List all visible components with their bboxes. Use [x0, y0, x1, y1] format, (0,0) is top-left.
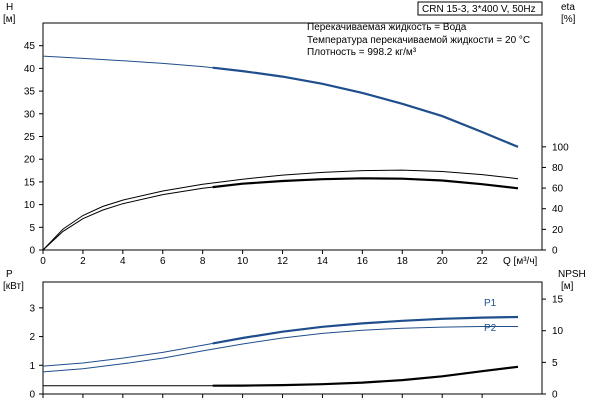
bottom-y-right-tick-label: 0 — [552, 390, 558, 400]
x-axis-label: Q [м³/ч] — [503, 256, 538, 267]
top-y-left-tick-label: 25 — [24, 132, 36, 143]
x-tick-label: 18 — [397, 256, 409, 267]
p2-line — [42, 326, 518, 373]
top-y-left-tick-label: 30 — [24, 109, 36, 120]
bottom-y-left-tick-label: 2 — [29, 332, 35, 343]
top-y-left-tick-label: 40 — [24, 64, 36, 75]
x-tick-label: 22 — [477, 256, 489, 267]
top-series-0-line-operating — [212, 66, 519, 148]
p1-line — [42, 316, 519, 367]
bottom-y-right-tick-label: 10 — [552, 326, 564, 337]
top-y-right-tick-label: 80 — [552, 163, 564, 174]
bottom-y-left-tick-label: 0 — [29, 390, 35, 400]
bottom-series-2-line-operating — [212, 365, 519, 387]
title-box-text: CRN 15-3, 3*400 V, 50Hz — [422, 4, 536, 15]
p1-line-operating — [212, 315, 519, 345]
x-tick-label: 8 — [200, 256, 206, 267]
top-y-right-tick-label: 60 — [552, 184, 564, 195]
annotation-temperature: Температура перекачиваемой жидкости = 20… — [307, 35, 530, 46]
top-series-2-line — [42, 169, 519, 251]
annotation-liquid: Перекачиваемая жидкость = Вода — [307, 22, 467, 33]
top-y-right-tick-label: 40 — [552, 204, 564, 215]
top-y-left-tick-label: 15 — [24, 177, 36, 188]
top-y-left-tick-label: 0 — [29, 246, 35, 257]
series-label-p2: P2 — [484, 323, 497, 334]
bottom-y-right-label-unit: [м] — [561, 281, 574, 292]
top-plot-frame — [42, 22, 543, 251]
top-y-left-tick-label: 45 — [24, 41, 36, 52]
top-series-1-line-operating — [212, 177, 519, 190]
bottom-plot-frame — [42, 281, 543, 395]
top-y-left-label-symbol: H — [6, 2, 13, 13]
x-tick-label: 0 — [40, 256, 46, 267]
top-series-1-line — [42, 177, 519, 251]
x-tick-label: 2 — [80, 256, 86, 267]
x-tick-label: 4 — [120, 256, 126, 267]
annotation-density: Плотность = 998.2 кг/м³ — [307, 47, 417, 58]
top-y-right-label-symbol: eta — [561, 2, 575, 13]
x-tick-label: 10 — [237, 256, 249, 267]
bottom-y-left-label-unit: [кВт] — [3, 281, 24, 292]
title-box-frame — [417, 1, 543, 16]
bottom-y-right-tick-label: 5 — [552, 358, 558, 369]
bottom-y-left-tick-label: 1 — [29, 361, 35, 372]
bottom-y-right-label-symbol: NPSH — [558, 269, 586, 280]
x-tick-label: 16 — [357, 256, 369, 267]
x-tick-label: 14 — [317, 256, 329, 267]
top-y-left-label-unit: [м] — [3, 14, 16, 25]
bottom-y-left-label-symbol: P — [6, 269, 13, 280]
top-y-left-tick-label: 20 — [24, 155, 36, 166]
top-y-left-tick-label: 10 — [24, 200, 36, 211]
top-y-right-tick-label: 20 — [552, 225, 564, 236]
x-tick-label: 20 — [437, 256, 449, 267]
top-y-right-tick-label: 0 — [552, 246, 558, 257]
x-tick-label: 6 — [160, 256, 166, 267]
top-y-left-tick-label: 5 — [29, 223, 35, 234]
bottom-y-left-tick-label: 3 — [29, 303, 35, 314]
top-series-0-line — [42, 55, 519, 148]
top-y-right-label-unit: [%] — [561, 14, 576, 25]
top-y-right-tick-label: 100 — [552, 142, 569, 153]
top-y-left-tick-label: 35 — [24, 87, 36, 98]
x-tick-label: 12 — [277, 256, 289, 267]
series-label-p1: P1 — [484, 298, 497, 309]
bottom-y-right-tick-label: 15 — [552, 295, 564, 306]
